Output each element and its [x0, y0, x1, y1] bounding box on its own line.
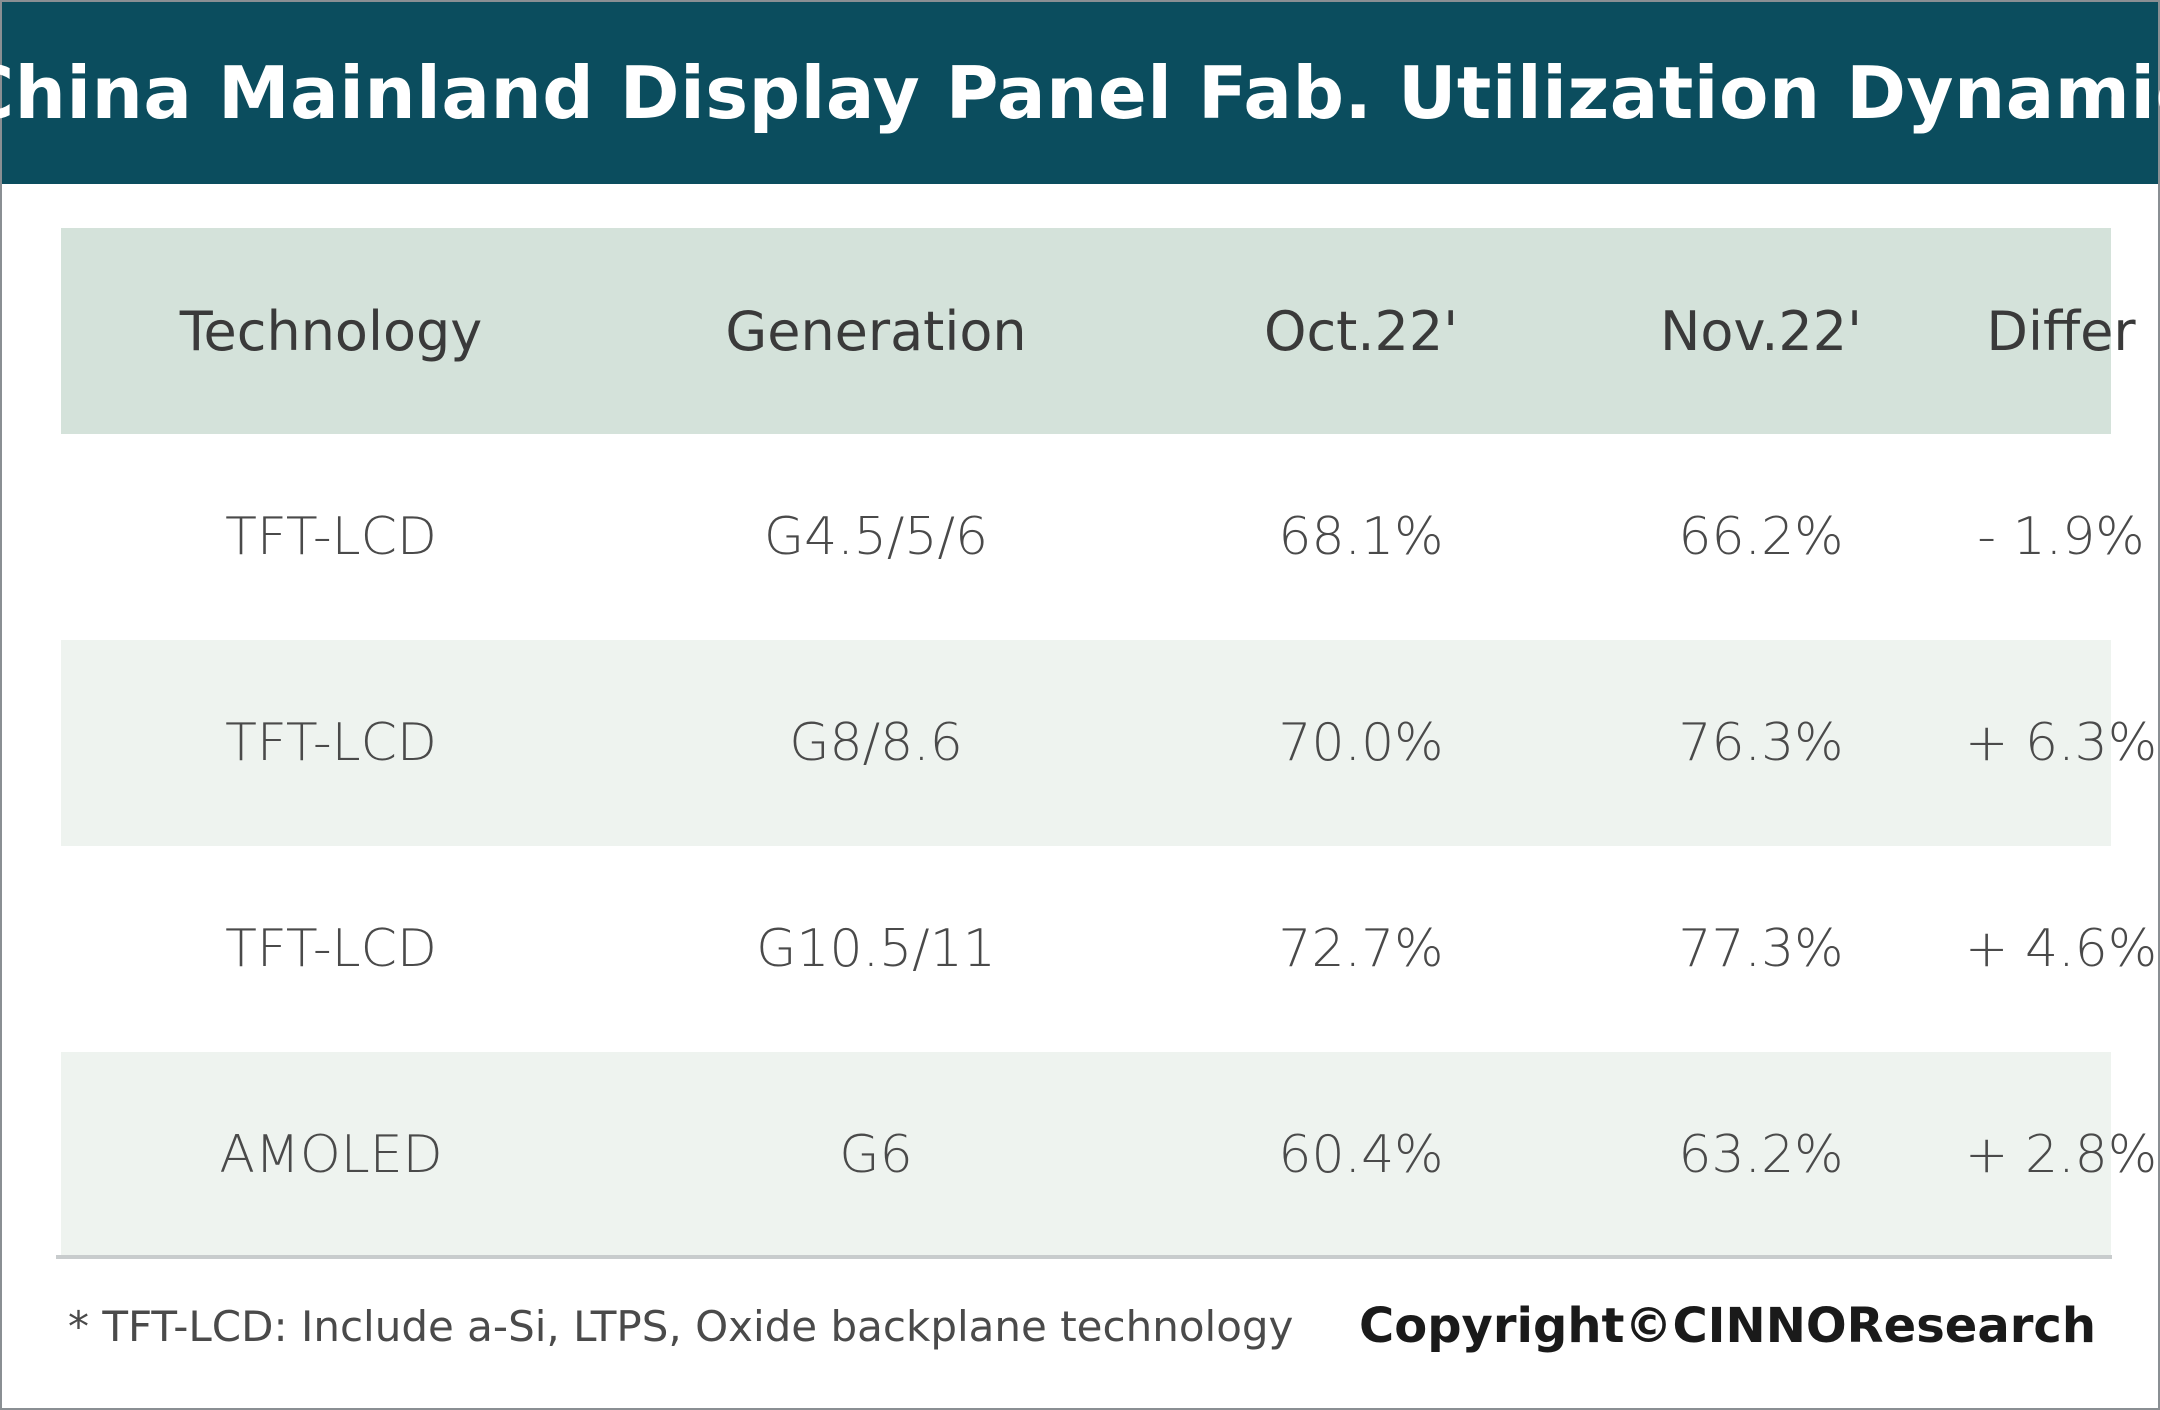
cell-oct-22: 60.4%	[1278, 1125, 1444, 1185]
cell-generation: G4.5/5/6	[763, 507, 989, 567]
cell-technology: TFT-LCD	[225, 507, 437, 567]
table-row: TFT-LCD G4.5/5/6 68.1% 66.2% - 1.9%	[61, 434, 2145, 640]
header-oct-22: Oct.22'	[1263, 299, 1459, 363]
copyright-notice: Copyright©CINNOResearch	[1358, 1298, 2096, 1354]
title-bar: China Mainland Display Panel Fab. Utiliz…	[0, 2, 2160, 184]
cell-nov-22: 76.3%	[1678, 713, 1844, 773]
cell-technology: TFT-LCD	[225, 713, 437, 773]
table-row: TFT-LCD G10.5/11 72.7% 77.3% + 4.6%	[61, 846, 2157, 1052]
cell-oct-22: 68.1%	[1278, 507, 1444, 567]
footnote: * TFT-LCD: Include a-Si, LTPS, Oxide bac…	[68, 1302, 1294, 1351]
cell-generation: G8/8.6	[789, 713, 963, 773]
table-row: TFT-LCD G8/8.6 70.0% 76.3% + 6.3%	[61, 640, 2157, 846]
cell-nov-22: 66.2%	[1678, 507, 1844, 567]
header-generation: Generation	[725, 299, 1027, 363]
cell-technology: TFT-LCD	[225, 919, 437, 979]
cell-oct-22: 70.0%	[1278, 713, 1444, 773]
cell-differ: - 1.9%	[1977, 507, 2145, 567]
header-technology: Technology	[179, 299, 483, 363]
cell-technology: AMOLED	[219, 1125, 443, 1185]
cell-generation: G6	[839, 1125, 913, 1185]
cell-differ: + 6.3%	[1964, 713, 2158, 773]
cell-nov-22: 63.2%	[1678, 1125, 1844, 1185]
cell-differ: + 2.8%	[1964, 1125, 2158, 1185]
table-header-row: Technology Generation Oct.22' Nov.22' Di…	[61, 228, 2136, 434]
cell-nov-22: 77.3%	[1678, 919, 1844, 979]
cell-generation: G10.5/11	[756, 919, 996, 979]
cell-oct-22: 72.7%	[1278, 919, 1444, 979]
header-differ: Differ	[1986, 299, 2136, 363]
header-nov-22: Nov.22'	[1660, 299, 1862, 363]
chart-title: China Mainland Display Panel Fab. Utiliz…	[0, 51, 2160, 135]
utilization-table: Technology Generation Oct.22' Nov.22' Di…	[61, 228, 2157, 1258]
cell-differ: + 4.6%	[1964, 919, 2158, 979]
table-row: AMOLED G6 60.4% 63.2% + 2.8%	[61, 1052, 2157, 1258]
table-bottom-rule	[56, 1255, 2112, 1259]
